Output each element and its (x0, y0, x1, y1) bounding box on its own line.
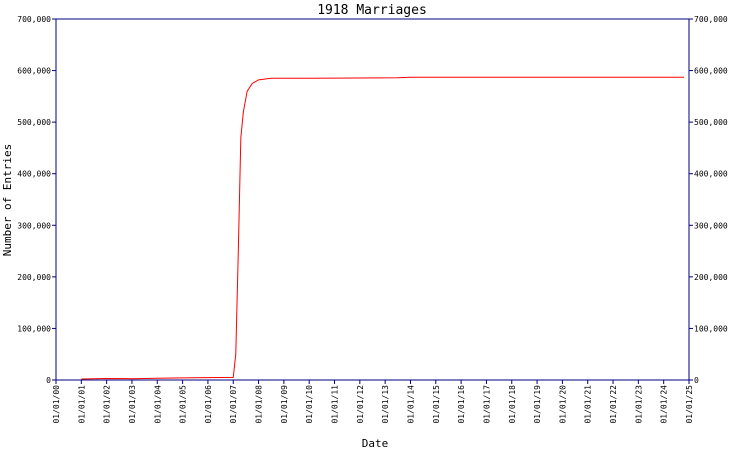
x-tick-label: 01/01/17 (482, 385, 491, 424)
y-tick-label: 100,000 (17, 324, 51, 333)
y2-tick-label: 0 (694, 376, 699, 385)
x-tick-label: 01/01/08 (255, 385, 264, 424)
x-tick-label: 01/01/09 (280, 385, 289, 424)
y-tick-label: 500,000 (17, 118, 51, 127)
x-tick-label: 01/01/00 (52, 385, 61, 424)
x-tick-label: 01/01/11 (331, 385, 340, 424)
x-tick-label: 01/01/03 (128, 385, 137, 424)
x-tick-label: 01/01/01 (77, 385, 86, 424)
x-tick-label: 01/01/05 (179, 385, 188, 424)
data-line (81, 76, 684, 380)
y-tick-label: 600,000 (17, 67, 51, 76)
y2-tick-label: 500,000 (694, 118, 728, 127)
x-tick-label: 01/01/20 (558, 385, 567, 424)
x-tick-label: 01/01/06 (204, 385, 213, 424)
y2-tick-label: 600,000 (694, 67, 728, 76)
x-tick-label: 01/01/16 (457, 385, 466, 424)
x-tick-label: 01/01/02 (103, 385, 112, 424)
y2-tick-label: 300,000 (694, 221, 728, 230)
x-axis-label: Date (362, 437, 389, 450)
x-tick-label: 01/01/07 (229, 385, 238, 424)
x-tick-label: 01/01/19 (533, 385, 542, 424)
plot-frame (55, 18, 690, 381)
x-tick-label: 01/01/10 (305, 385, 314, 424)
y-axis-label: Number of Entries (1, 144, 14, 257)
x-tick-label: 01/01/18 (508, 385, 517, 424)
y-tick-label: 200,000 (17, 273, 51, 282)
chart-title: 1918 Marriages (317, 3, 427, 18)
x-tick-label: 01/01/23 (634, 385, 643, 424)
x-tick-label: 01/01/13 (381, 385, 390, 424)
y2-tick-label: 200,000 (694, 273, 728, 282)
x-tick-label: 01/01/04 (153, 385, 162, 424)
y-tick-label: 400,000 (17, 170, 51, 179)
x-tick-label: 01/01/15 (432, 385, 441, 424)
y-tick-label: 0 (46, 376, 51, 385)
x-tick-label: 01/01/22 (609, 385, 618, 424)
y2-tick-label: 400,000 (694, 170, 728, 179)
x-tick-label: 01/01/25 (685, 385, 694, 424)
y2-tick-label: 700,000 (694, 15, 728, 24)
x-tick-label: 01/01/12 (356, 385, 365, 424)
x-tick-label: 01/01/21 (584, 385, 593, 424)
y-tick-label: 700,000 (17, 15, 51, 24)
x-tick-label: 01/01/14 (406, 385, 415, 424)
x-tick-label: 01/01/24 (660, 385, 669, 424)
y2-tick-label: 100,000 (694, 324, 728, 333)
y-tick-label: 300,000 (17, 221, 51, 230)
